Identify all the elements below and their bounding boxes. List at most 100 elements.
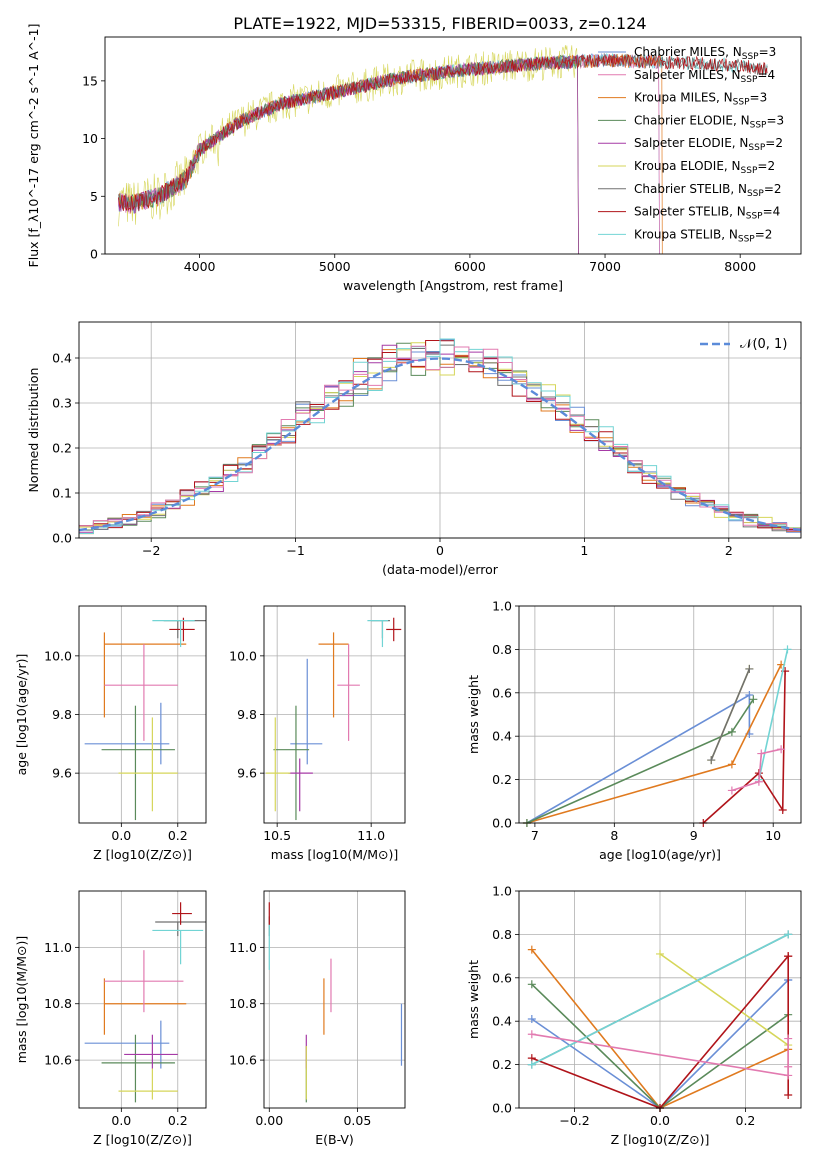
weight-point <box>778 805 787 814</box>
weight-point <box>745 690 754 699</box>
y-tick-label: 10.0 <box>229 648 257 663</box>
x-axis-label: (data-model)/error <box>382 562 499 577</box>
x-tick-label: 6000 <box>454 259 486 274</box>
weight-point <box>757 749 766 758</box>
legend-label: Salpeter MILES, NSSP=4 <box>634 68 775 85</box>
weight-point <box>727 727 736 736</box>
weight-series-line <box>710 668 751 761</box>
weight-point <box>707 756 716 765</box>
x-tick-label: 9 <box>690 828 698 843</box>
panel-weight-vs-Z: −0.2 0.0 0.2 0.0 0.2 0.4 0.6 0.8 1.0 Z [log10(Z/Z… <box>466 884 802 1147</box>
x-axis-label: age [log10(age/yr)] <box>599 847 721 862</box>
x-tick-label: 5000 <box>319 259 351 274</box>
errorbar-points <box>84 902 206 1103</box>
x-tick-label: 7 <box>531 828 539 843</box>
x-tick-label: 0.05 <box>343 1113 371 1128</box>
y-tick-label: 9.8 <box>52 707 72 722</box>
panel-age-vs-mass: 10.5 11.0 9.6 9.8 10.0 mass [log10(M/M⊙)] <box>229 605 406 862</box>
y-tick-label: 0.0 <box>492 816 512 831</box>
x-tick-label: 0 <box>436 543 444 558</box>
x-axis-label: Z [log10(Z/Z⊙)] <box>611 1132 710 1147</box>
histogram-series <box>79 338 801 534</box>
y-tick-label: 0.8 <box>492 642 512 657</box>
legend-label: Salpeter ELODIE, NSSP=2 <box>634 136 783 153</box>
gaussian-curve <box>78 357 802 532</box>
legend-label: Chabrier MILES, NSSP=3 <box>634 45 776 62</box>
y-tick-label: 10.8 <box>44 996 72 1011</box>
x-tick-label: 2 <box>725 543 733 558</box>
y-axis-label: Flux [f_λ10^-17 erg cm^-2 s^-1 A^-1] <box>26 24 41 268</box>
legend-label: Chabrier STELIB, NSSP=2 <box>634 182 782 199</box>
x-tick-label: 0.0 <box>111 1113 131 1128</box>
x-tick-label: 10.5 <box>263 828 291 843</box>
y-tick-label: 1.0 <box>492 884 512 899</box>
weight-point <box>777 745 786 754</box>
y-tick-label: 9.6 <box>237 766 257 781</box>
weight-point <box>527 1060 536 1069</box>
y-axis-label: Normed distribution <box>26 368 41 493</box>
panel-residual-hist: −2 −1 0 1 2 0.0 0.1 0.2 0.3 0.4 (data-model)/error… <box>26 321 802 577</box>
y-axis-label: mass weight <box>466 675 481 754</box>
x-tick-label: 1 <box>580 543 588 558</box>
weight-point <box>784 930 793 939</box>
legend-label: Chabrier ELODIE, NSSP=3 <box>634 113 784 130</box>
y-tick-label: 0.3 <box>52 396 72 411</box>
panel-weight-vs-age: 7 8 9 10 0.0 0.2 0.4 0.6 0.8 1.0 age [log10(age/yr… <box>466 599 802 862</box>
errorbar-points <box>84 617 206 821</box>
legend-label: Kroupa ELODIE, NSSP=2 <box>634 159 775 176</box>
x-tick-label: 10 <box>765 828 781 843</box>
weight-point <box>784 1071 793 1080</box>
weight-point <box>745 664 754 673</box>
y-tick-label: 0.2 <box>492 1057 512 1072</box>
spectrum-series-line <box>118 53 768 212</box>
weight-point <box>527 1015 536 1024</box>
y-tick-label: 0.8 <box>492 927 512 942</box>
spectrum-series-line <box>118 45 579 254</box>
x-axis-label: Z [log10(Z/Z⊙)] <box>93 1132 192 1147</box>
weight-series-line <box>531 1033 790 1077</box>
axes-frame <box>263 890 406 1109</box>
x-tick-label: 0.00 <box>255 1113 283 1128</box>
spectrum-series-line <box>118 53 768 211</box>
x-tick-label: −2 <box>142 543 160 558</box>
histogram-series <box>79 345 801 536</box>
weight-series-line <box>731 748 782 792</box>
panel-age-vs-Z: 0.0 0.2 9.6 9.8 10.0 Z [log10(Z/Z⊙)] age [log1… <box>14 605 207 862</box>
x-tick-label: −0.2 <box>559 1113 589 1128</box>
axes-frame <box>104 36 802 255</box>
y-tick-label: 10.0 <box>44 648 72 663</box>
y-tick-label: 0.0 <box>492 1101 512 1116</box>
y-axis-label: mass [log10(M/M⊙)] <box>14 936 29 1064</box>
weight-point <box>749 695 758 704</box>
y-tick-label: 1.0 <box>492 599 512 614</box>
legend-label: 𝒩(0, 1) <box>740 337 787 352</box>
errorbar-points <box>265 617 402 821</box>
weight-point <box>784 1062 793 1071</box>
legend-label: Kroupa STELIB, NSSP=2 <box>634 227 772 244</box>
weight-series-line <box>758 649 789 780</box>
y-tick-label: 9.8 <box>237 707 257 722</box>
weight-point <box>784 952 793 961</box>
weight-series-line <box>526 664 782 824</box>
x-tick-label: 7000 <box>589 259 621 274</box>
panel-spectrum: 4000 5000 6000 7000 8000 0 5 10 15 wavelength [An… <box>26 24 802 293</box>
y-tick-label: 10.6 <box>229 1053 257 1068</box>
y-tick-label: 11.0 <box>44 940 72 955</box>
x-tick-label: 11.0 <box>357 828 385 843</box>
y-tick-label: 9.6 <box>52 766 72 781</box>
y-tick-label: 0.0 <box>52 531 72 546</box>
y-axis-label: mass weight <box>466 960 481 1039</box>
errorbar-points <box>268 902 403 1103</box>
legend-label: Kroupa MILES, NSSP=3 <box>634 91 767 108</box>
weight-point <box>527 945 536 954</box>
y-tick-label: 0.4 <box>52 351 72 366</box>
weight-point <box>754 777 763 786</box>
x-tick-label: 0.2 <box>736 1113 756 1128</box>
weight-point <box>784 1034 793 1043</box>
weight-point <box>727 786 736 795</box>
figure-title: PLATE=1922, MJD=53315, FIBERID=0033, z=0… <box>233 14 646 33</box>
x-axis-label: Z [log10(Z/Z⊙)] <box>93 847 192 862</box>
y-tick-label: 10.8 <box>229 996 257 1011</box>
weight-point <box>727 760 736 769</box>
y-tick-label: 0.6 <box>492 970 512 985</box>
